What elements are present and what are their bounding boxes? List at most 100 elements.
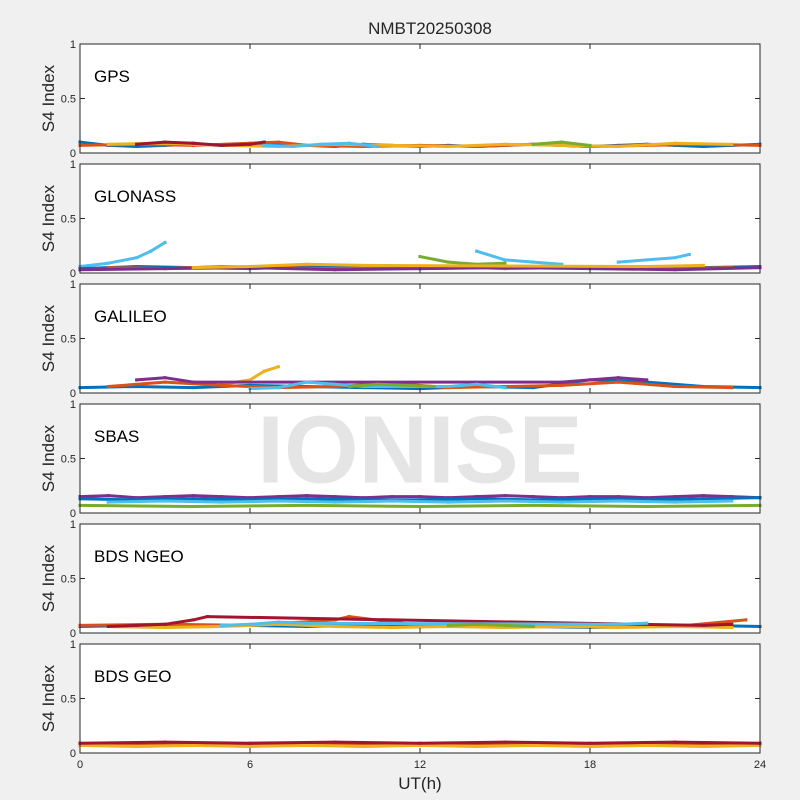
data-point <box>220 383 224 387</box>
panel-label: SBAS <box>94 427 139 446</box>
axes-background <box>80 524 760 633</box>
data-point <box>701 742 705 746</box>
data-point <box>305 621 309 625</box>
y-tick-label: 0.5 <box>61 694 76 706</box>
data-point <box>418 498 422 502</box>
data-point <box>333 740 337 744</box>
data-point <box>475 622 479 626</box>
data-point <box>291 145 294 148</box>
data-point <box>730 499 734 503</box>
series-line <box>135 140 266 147</box>
y-tick-label: 1 <box>70 279 76 291</box>
data-point <box>673 500 677 504</box>
data-point <box>163 495 167 499</box>
y-axis-label: S4 Index <box>39 304 58 372</box>
data-point <box>673 495 677 499</box>
data-point <box>531 386 535 390</box>
data-point <box>673 256 677 260</box>
data-point <box>191 380 195 384</box>
data-point <box>531 743 535 747</box>
y-tick-label: 0 <box>70 628 76 640</box>
data-point <box>106 500 110 504</box>
data-point <box>701 497 705 501</box>
data-point <box>645 258 649 262</box>
data-point <box>418 505 422 508</box>
data-point <box>475 497 479 501</box>
data-point <box>531 503 535 507</box>
data-point <box>475 742 479 746</box>
data-point <box>163 267 167 271</box>
data-point <box>361 745 365 748</box>
data-point <box>645 496 649 500</box>
y-tick-label: 0.5 <box>61 454 76 466</box>
data-point <box>616 380 620 384</box>
data-point <box>560 380 564 384</box>
y-tick-label: 0 <box>70 748 76 760</box>
data-point <box>276 499 280 503</box>
y-tick-label: 0.5 <box>61 334 76 346</box>
data-point <box>432 385 436 388</box>
data-point <box>333 500 337 504</box>
y-tick-label: 1 <box>70 519 76 531</box>
data-point <box>701 494 705 498</box>
data-point <box>588 741 592 745</box>
data-point <box>220 623 224 627</box>
data-point <box>645 378 649 382</box>
data-point <box>191 141 195 145</box>
y-tick-label: 1 <box>70 39 76 51</box>
data-point <box>560 496 564 500</box>
data-point <box>701 263 705 267</box>
data-point <box>376 382 379 386</box>
y-tick-label: 0.5 <box>61 574 76 586</box>
data-point <box>730 495 734 499</box>
data-point <box>744 618 748 622</box>
data-point <box>262 369 266 373</box>
data-point <box>163 380 167 384</box>
watermark: IONISE <box>257 396 582 503</box>
y-axis-label: S4 Index <box>39 424 58 492</box>
data-point <box>305 497 309 501</box>
series-line <box>191 262 705 270</box>
data-point <box>248 378 252 382</box>
data-point <box>730 142 734 146</box>
data-point <box>560 383 564 387</box>
series-line <box>474 249 564 266</box>
data-point <box>503 266 507 270</box>
data-point <box>135 498 139 502</box>
data-point <box>333 268 337 272</box>
data-point <box>560 625 564 628</box>
data-point <box>276 386 280 390</box>
data-point <box>106 385 110 388</box>
x-tick-label: 12 <box>414 759 426 771</box>
x-tick-label: 6 <box>247 759 253 771</box>
axes-background <box>80 284 760 393</box>
data-point <box>673 385 677 388</box>
data-point <box>276 620 280 624</box>
axes-background <box>80 644 760 753</box>
data-point <box>560 262 564 266</box>
data-point <box>135 623 139 627</box>
data-point <box>503 499 507 503</box>
y-tick-label: 0.5 <box>61 94 76 106</box>
data-point <box>673 740 677 744</box>
panel-bds-ngeo: 0 0.5 1 S4 Index BDS NGEO <box>39 519 762 640</box>
data-point <box>503 258 507 262</box>
y-tick-label: 1 <box>70 399 76 411</box>
data-point <box>503 626 507 629</box>
panel-sbas: 0 0.5 1 S4 Index SBAS <box>39 399 762 520</box>
series-line <box>616 252 691 264</box>
data-point <box>730 626 734 629</box>
data-point <box>106 142 110 146</box>
series-line <box>418 254 507 266</box>
data-point <box>149 249 153 253</box>
data-point <box>588 143 592 147</box>
data-point <box>616 626 620 629</box>
y-axis-label: S4 Index <box>39 544 58 612</box>
data-point <box>191 743 195 747</box>
data-point <box>673 268 677 272</box>
panel-glonass: 0 0.5 1 S4 Index GLONASS <box>39 159 762 280</box>
data-point <box>531 260 535 264</box>
data-point <box>446 496 450 500</box>
data-point <box>361 496 365 500</box>
